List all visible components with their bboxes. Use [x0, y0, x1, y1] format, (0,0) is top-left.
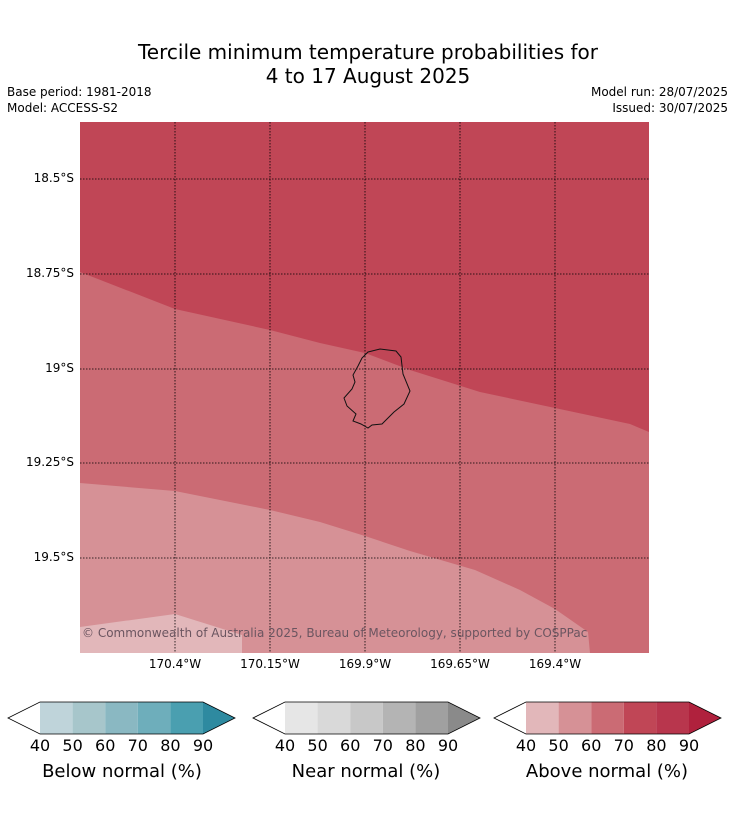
colorbar-below-tick-80: 80	[160, 736, 180, 755]
colorbar-above-tick-50: 50	[548, 736, 568, 755]
colorbar-below-segment-5	[170, 702, 203, 734]
lat-label-19: 19°S	[45, 361, 74, 375]
colorbar-near-tick-90: 90	[438, 736, 458, 755]
lat-label-19-5: 19.5°S	[33, 550, 74, 564]
colorbar-below-tick-70: 70	[128, 736, 148, 755]
zone-above-50-60	[80, 614, 242, 653]
colorbar-above-tick-80: 80	[646, 736, 666, 755]
colorbar-near: 40 50 60 70 80 90	[252, 701, 481, 755]
title-line-2: 4 to 17 August 2025	[265, 64, 471, 88]
colorbar-below-outline	[7, 701, 236, 735]
colorbar-below-segment-2	[72, 702, 106, 734]
lat-label-18-5: 18.5°S	[33, 171, 74, 185]
colorbar-above-segment-5	[656, 702, 689, 734]
colorbar-below-min-extend	[8, 702, 40, 734]
colorbar-near-tick-50: 50	[307, 736, 327, 755]
colorbar-above-segment-1	[526, 702, 559, 734]
colorbar-above-tick-40: 40	[516, 736, 536, 755]
colorbar-near-segment-1	[285, 702, 318, 734]
colorbar-near-segment-5	[415, 702, 448, 734]
colorbar-above-tick-90: 90	[679, 736, 699, 755]
colorbar-above-segment-3	[591, 702, 624, 734]
colorbar-above-segment-4	[623, 702, 657, 734]
colorbar-below-tick-60: 60	[95, 736, 115, 755]
model-name: Model: ACCESS-S2	[7, 101, 119, 115]
gridlines	[80, 122, 649, 653]
lon-label-169-4: 169.4°W	[528, 657, 582, 671]
colorbar-near-max-extend	[448, 702, 480, 734]
colorbar-below-tick-40: 40	[30, 736, 50, 755]
island-coastline	[343, 348, 411, 429]
lat-label-19-25: 19.25°S	[26, 455, 74, 469]
colorbar-below: 40 50 60 70 80 90	[7, 701, 236, 755]
colorbar-below-segment-1	[40, 702, 73, 734]
lon-label-169-9: 169.9°W	[338, 657, 392, 671]
colorbar-near-tick-40: 40	[275, 736, 295, 755]
base-period: Base period: 1981-2018	[7, 85, 152, 99]
colorbar-near-tick-60: 60	[340, 736, 360, 755]
copyright-notice: © Commonwealth of Australia 2025, Bureau…	[82, 626, 588, 640]
colorbar-near-outline	[252, 701, 481, 735]
colorbar-near-tick-70: 70	[373, 736, 393, 755]
colorbar-above-tick-60: 60	[581, 736, 601, 755]
colorbar-title-near: Near normal (%)	[291, 761, 441, 782]
colorbar-above-outline	[493, 701, 722, 735]
colorbar-above-segment-2	[558, 702, 592, 734]
colorbar-title-below: Below normal (%)	[42, 761, 202, 782]
colorbar-above-min-extend	[494, 702, 526, 734]
colorbar-below-tick-50: 50	[62, 736, 82, 755]
colorbar-near-tick-80: 80	[405, 736, 425, 755]
colorbar-above-tick-70: 70	[614, 736, 634, 755]
model-run: Model run: 28/07/2025	[590, 85, 728, 99]
lon-label-170-15: 170.15°W	[240, 657, 300, 671]
lon-label-169-65: 169.65°W	[430, 657, 490, 671]
lat-label-18-75: 18.75°S	[26, 266, 74, 280]
colorbar-below-segment-3	[105, 702, 138, 734]
colorbar-near-segment-3	[350, 702, 383, 734]
colorbar-below-max-extend	[203, 702, 235, 734]
colorbar-above-max-extend	[689, 702, 721, 734]
colorbar-title-above: Above normal (%)	[525, 761, 689, 782]
colorbar-above: 40 50 60 70 80 90	[493, 701, 722, 755]
title-line-1: Tercile minimum temperature probabilitie…	[137, 40, 599, 64]
colorbar-below-segment-4	[137, 702, 171, 734]
colorbar-near-min-extend	[253, 702, 285, 734]
colorbar-below-tick-90: 90	[193, 736, 213, 755]
zone-above-60-70	[80, 483, 590, 653]
lon-label-170-4: 170.4°W	[148, 657, 202, 671]
colorbar-near-segment-2	[317, 702, 351, 734]
colorbar-near-segment-4	[382, 702, 416, 734]
issued-date: Issued: 30/07/2025	[612, 101, 728, 115]
